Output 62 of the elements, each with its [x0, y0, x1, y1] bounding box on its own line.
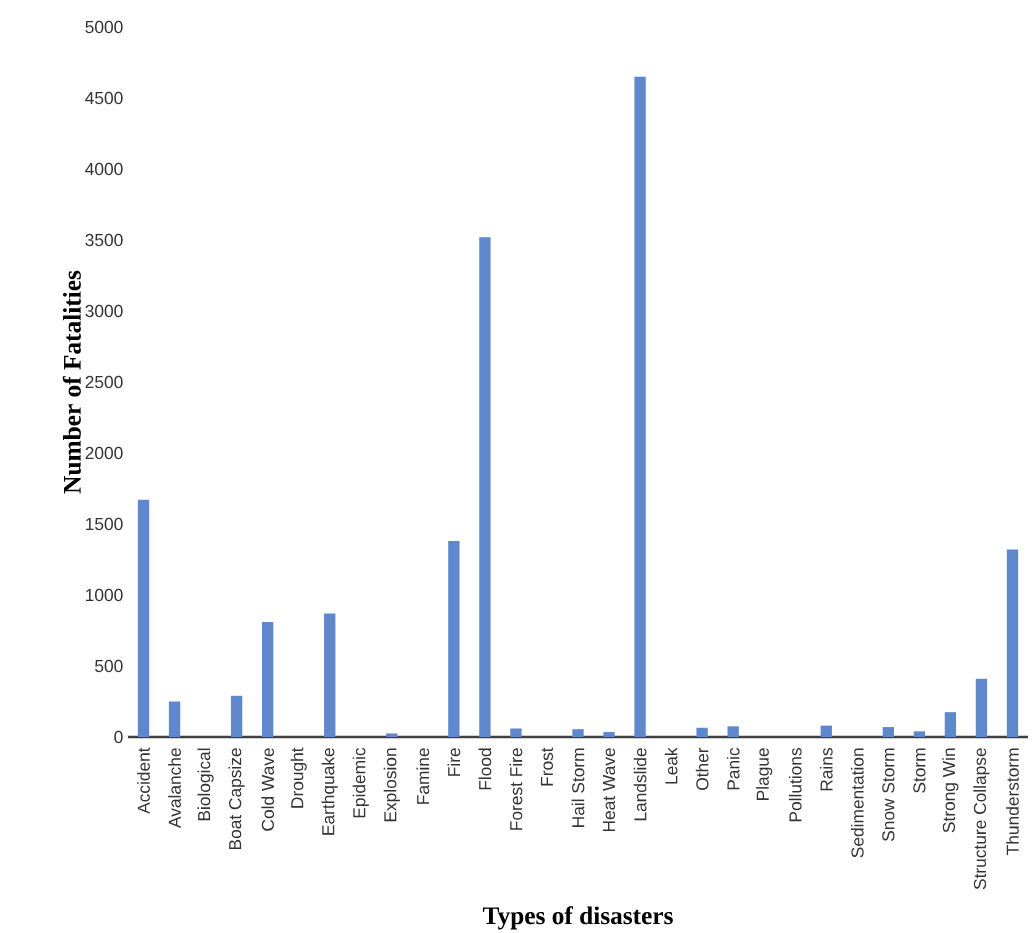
x-tick-label: Sedimentation: [850, 748, 864, 858]
x-tick-label: Pollutions: [788, 748, 802, 822]
x-tick-label: Cold Wave: [261, 748, 275, 831]
x-tick-label: Flood: [478, 748, 492, 790]
x-tick-label: Snow Storm: [882, 748, 895, 842]
x-tick-label: Other: [695, 747, 709, 790]
x-tick-label: Boat Capsize: [228, 748, 245, 850]
bar: [1006, 549, 1019, 737]
y-tick-label: 2500: [85, 375, 123, 389]
bar: [324, 613, 336, 737]
y-tick-label: 3000: [85, 304, 123, 318]
x-tick-label: Epidemic: [352, 747, 369, 818]
x-tick-label: Avalanche: [168, 748, 181, 828]
bar: [261, 621, 274, 737]
bar: [820, 725, 832, 737]
x-tick-label: Rains: [819, 748, 833, 791]
x-tick-label: Fire: [447, 748, 461, 776]
x-tick-label: Structure Collapse: [973, 748, 990, 890]
x-tick-label: Heat Wave: [603, 748, 616, 832]
bar: [727, 726, 739, 737]
y-tick-label: 1500: [86, 517, 123, 531]
x-tick-label: Earthquake: [321, 748, 338, 835]
x-tick-label: Storm: [913, 748, 926, 793]
y-tick-label: 2000: [85, 446, 123, 460]
x-tick-label: Panic: [726, 747, 740, 790]
x-tick-label: Leak: [664, 747, 678, 784]
x-tick-label: Frost: [540, 747, 554, 786]
x-tick-label: Drought: [290, 747, 307, 808]
x-tick-label: Plague: [756, 748, 773, 800]
x-tick-label: Explosion: [383, 748, 400, 822]
bar: [944, 712, 957, 737]
y-tick-label: 5000: [85, 20, 123, 34]
y-tick-label: 0: [114, 730, 123, 744]
x-tick-label: Thunderstorm: [1006, 748, 1019, 855]
x-tick-label: Forest Fire: [509, 748, 523, 830]
bar: [168, 701, 181, 737]
x-axis-title: Types of disasters: [482, 906, 673, 930]
x-tick-label: Hail Storm: [571, 748, 585, 827]
y-tick-label: 4000: [85, 162, 123, 176]
bar: [634, 76, 646, 737]
bar: [696, 727, 708, 737]
x-tick-label: Biological: [197, 748, 214, 821]
bar: [510, 728, 522, 737]
bar: [386, 733, 398, 737]
bar: [975, 678, 988, 737]
bar: [479, 237, 491, 737]
bar: [448, 541, 460, 737]
x-tick-label: Famine: [416, 748, 430, 804]
bar: [603, 732, 615, 737]
y-tick-label: 4500: [85, 91, 123, 105]
x-tick-label: Strong Win: [942, 748, 959, 833]
bar: [230, 695, 243, 737]
bar: [882, 727, 895, 737]
y-tick-label: 1000: [86, 588, 123, 602]
y-axis-title: Number of Fatalities: [62, 270, 81, 494]
bar: [913, 731, 926, 737]
x-tick-label: Accident: [137, 747, 150, 814]
bar: [137, 499, 150, 737]
bar: [572, 729, 584, 737]
y-tick-label: 3500: [85, 233, 123, 247]
y-tick-label: 500: [95, 659, 123, 673]
x-tick-label: Landslide: [633, 748, 647, 821]
